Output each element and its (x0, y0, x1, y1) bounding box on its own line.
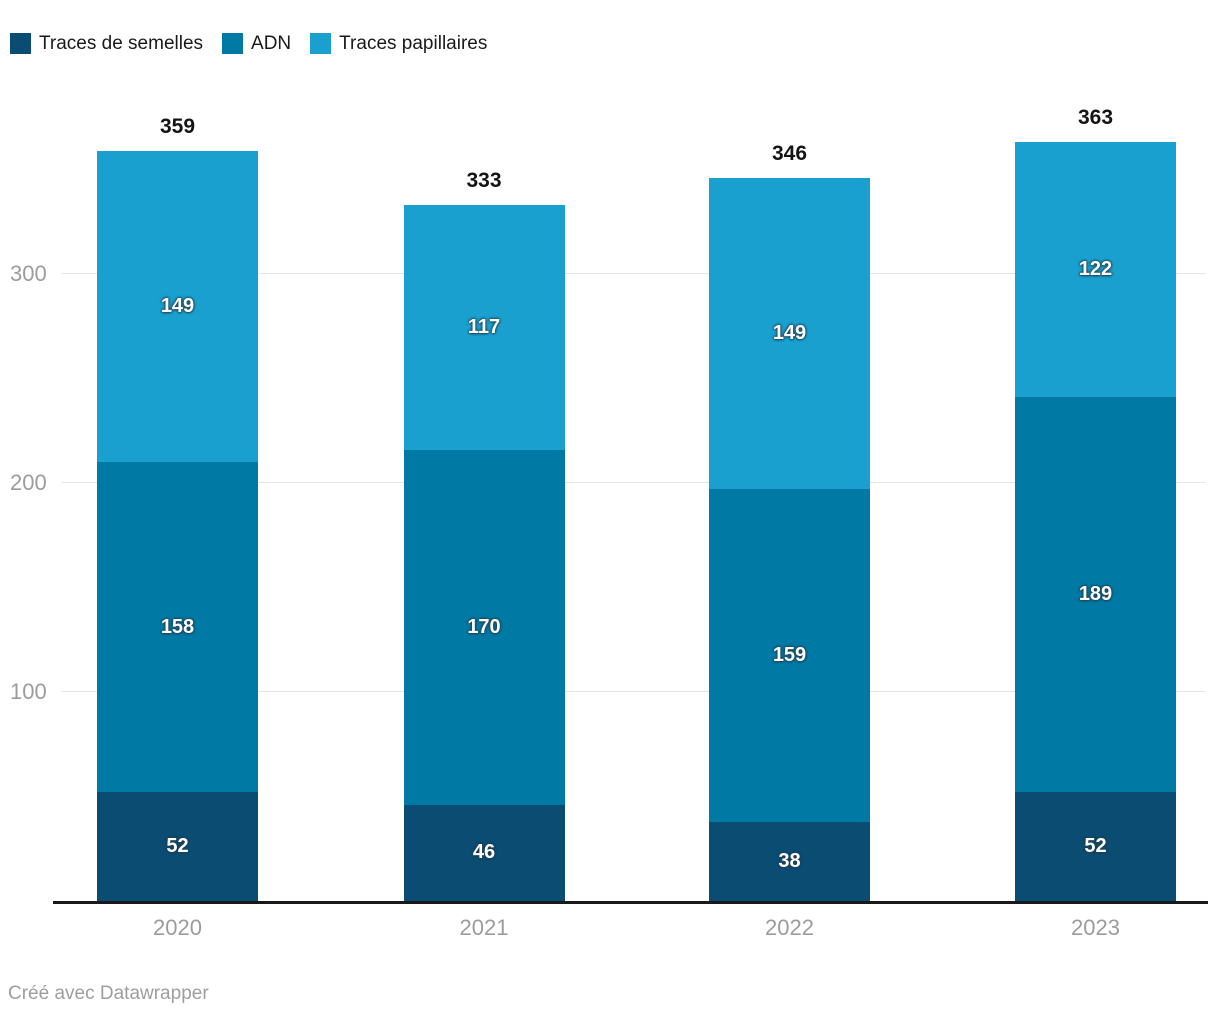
legend-swatch-traces-papillaires (310, 33, 332, 54)
bar-segment-value-label: 159 (772, 643, 807, 666)
gridline-200 (62, 482, 1205, 483)
bar-segment[interactable]: 159 (709, 489, 870, 822)
credit-line: Créé avec Datawrapper (8, 983, 209, 1004)
legend-item-adn: ADN (222, 33, 291, 54)
gridline-300 (62, 273, 1205, 274)
bar-total-label: 346 (771, 141, 808, 165)
x-axis-line (53, 901, 1208, 904)
bar-segment-value-label: 149 (160, 294, 195, 317)
bar-segment[interactable]: 117 (403, 205, 565, 450)
bar-segment-value-label: 158 (160, 615, 195, 638)
gridline-100 (62, 691, 1205, 692)
bar-segment[interactable]: 170 (403, 449, 565, 805)
y-axis-tick-label: 100 (10, 679, 47, 704)
bar-segment[interactable]: 122 (1015, 142, 1176, 398)
bar-segment-value-label: 117 (467, 315, 501, 338)
bar-total-label: 363 (1077, 106, 1114, 130)
bar-segment-value-label: 46 (472, 841, 496, 864)
legend-swatch-adn (222, 33, 244, 54)
bar-segment[interactable]: 149 (97, 150, 258, 463)
bar-segment[interactable]: 52 (1015, 792, 1176, 901)
bar-segment[interactable]: 46 (403, 804, 565, 901)
bar-segment-value-label: 38 (778, 849, 801, 872)
legend-label: Traces de semelles (39, 33, 204, 54)
bar-segment[interactable]: 149 (709, 177, 870, 490)
bar-segment-value-label: 170 (467, 615, 501, 638)
legend: Traces de semelles ADN Traces papillaire… (10, 33, 487, 54)
legend-swatch-traces-de-semelles (10, 33, 31, 54)
bar-segment[interactable]: 52 (97, 792, 258, 901)
legend-label: ADN (251, 33, 292, 54)
x-axis-category-label: 2021 (459, 915, 509, 940)
x-axis-category-label: 2023 (1071, 915, 1120, 940)
legend-label: Traces papillaires (339, 33, 488, 54)
x-axis-category-label: 2022 (765, 915, 814, 940)
bar-segment-value-label: 122 (1078, 258, 1113, 281)
bar-segment-value-label: 52 (1084, 835, 1107, 858)
bar-total-label: 359 (159, 114, 196, 138)
bar-segment-value-label: 189 (1078, 583, 1113, 606)
bar-segment[interactable]: 38 (709, 821, 870, 901)
x-axis-category-label: 2020 (153, 915, 202, 940)
legend-item-traces-papillaires: Traces papillaires (310, 33, 487, 54)
bar-segment[interactable]: 189 (1015, 397, 1176, 793)
bar-segment[interactable]: 158 (97, 462, 258, 793)
bar-total-label: 333 (466, 169, 502, 193)
bar-segment-value-label: 52 (166, 835, 189, 858)
y-axis-tick-label: 200 (10, 470, 47, 495)
y-axis-tick-label: 300 (10, 261, 47, 286)
legend-item-traces-de-semelles: Traces de semelles (10, 33, 203, 54)
bar-segment-value-label: 149 (772, 322, 807, 345)
